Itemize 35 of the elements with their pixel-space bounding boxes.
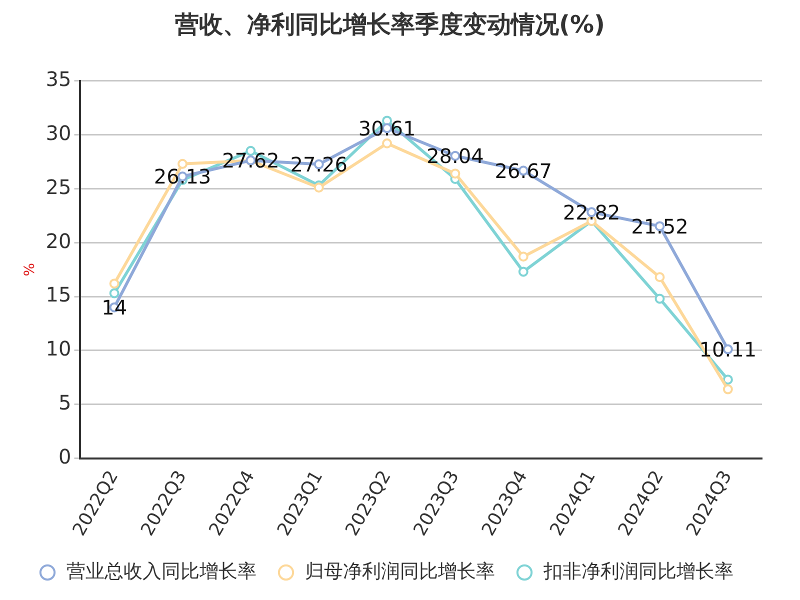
data-label: 26.13: [154, 164, 212, 189]
data-label: 22.82: [562, 200, 620, 224]
data-label: 26.67: [494, 158, 552, 183]
data-label: 14: [102, 296, 128, 320]
point: [314, 182, 324, 193]
point: [654, 294, 665, 304]
y-tick-label: 5: [58, 390, 72, 415]
y-tick-label: 15: [46, 282, 72, 307]
y-tick-label: 0: [58, 444, 72, 469]
data-label: 30.61: [358, 116, 416, 140]
legend-label: 营业总收入同比增长率: [66, 560, 256, 582]
point: [518, 252, 528, 262]
y-tick-label: 35: [46, 67, 72, 92]
y-tick-label: 30: [46, 120, 72, 145]
data-label: 10.11: [699, 337, 757, 362]
data-label: 27.26: [290, 152, 348, 176]
data-label: 28.04: [426, 144, 484, 168]
point: [382, 138, 392, 148]
point: [518, 266, 528, 277]
legend-label: 归母净利润同比增长率: [305, 560, 495, 582]
y-tick-label: 20: [46, 228, 72, 253]
data-label: 27.62: [222, 148, 280, 173]
chart-title: 营收、净利同比增长率季度变动情况(%): [174, 10, 605, 39]
point: [109, 278, 120, 289]
point: [109, 288, 120, 298]
y-axis-title: %: [22, 262, 38, 276]
point: [654, 272, 665, 282]
point: [722, 374, 733, 385]
data-label: 21.52: [631, 214, 688, 238]
point: [450, 168, 460, 179]
legend-label: 扣非净利润同比增长率: [542, 560, 734, 582]
y-tick-label: 10: [46, 336, 72, 361]
y-tick-label: 25: [46, 174, 72, 199]
point: [722, 384, 733, 394]
point: [178, 158, 188, 169]
